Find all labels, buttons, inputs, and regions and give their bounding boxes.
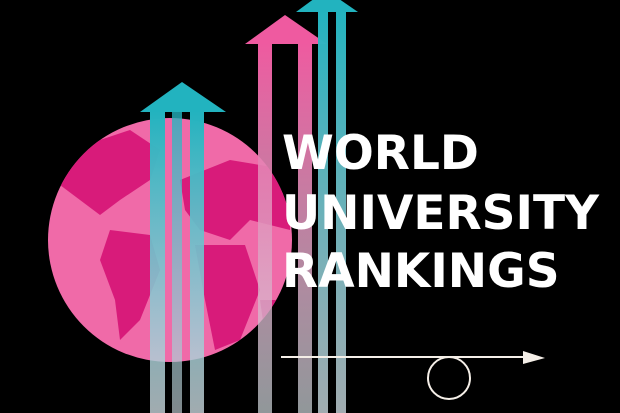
arrow-up-icon (245, 15, 327, 413)
arrow-up-icon (140, 82, 226, 413)
headline-line-1: WORLD (282, 126, 479, 181)
headline-line-2: UNIVERSITY (282, 186, 600, 241)
arrow-right-icon (281, 351, 545, 364)
circle-icon (427, 356, 471, 400)
arrow-up-icon (296, 0, 358, 413)
globe-icon (48, 118, 292, 362)
headline-line-3: RANKINGS (282, 244, 560, 299)
